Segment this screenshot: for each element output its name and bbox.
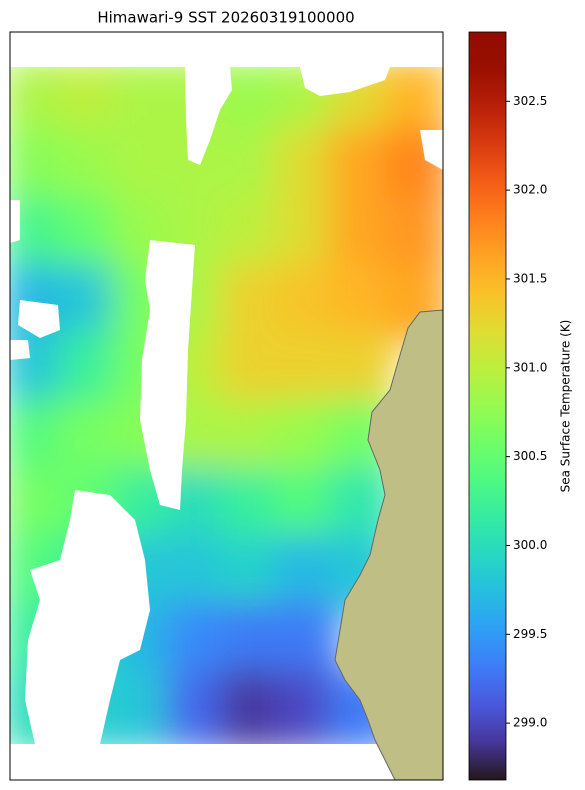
chart-title: Himawari-9 SST 20260319100000 <box>97 9 354 27</box>
sst-cell <box>274 602 341 683</box>
sst-cell <box>382 196 443 277</box>
sst-cell <box>382 67 443 141</box>
colorbar-tick-label: 300.0 <box>513 538 547 552</box>
colorbar-tick-label: 299.5 <box>513 627 547 641</box>
cloud-mask <box>10 67 443 744</box>
colorbar-tick-label: 300.5 <box>513 449 547 463</box>
colorbar-tick-label: 302.5 <box>513 94 547 108</box>
colorbar-ramp <box>468 31 507 781</box>
land <box>334 309 444 781</box>
colorbar-label: Sea Surface Temperature (K) <box>559 320 573 493</box>
sst-field <box>10 67 443 744</box>
map-frame <box>9 31 444 781</box>
colorbar-tick-label: 299.0 <box>513 716 547 730</box>
colorbar: 299.0 299.5 300.0 300.5 301.0 301.5 302.0 302.5 <box>468 31 547 781</box>
colorbar-tick-label: 301.5 <box>513 271 547 285</box>
colorbar-tick-label: 302.0 <box>513 183 547 197</box>
colorbar-tick-label: 301.0 <box>513 360 547 374</box>
